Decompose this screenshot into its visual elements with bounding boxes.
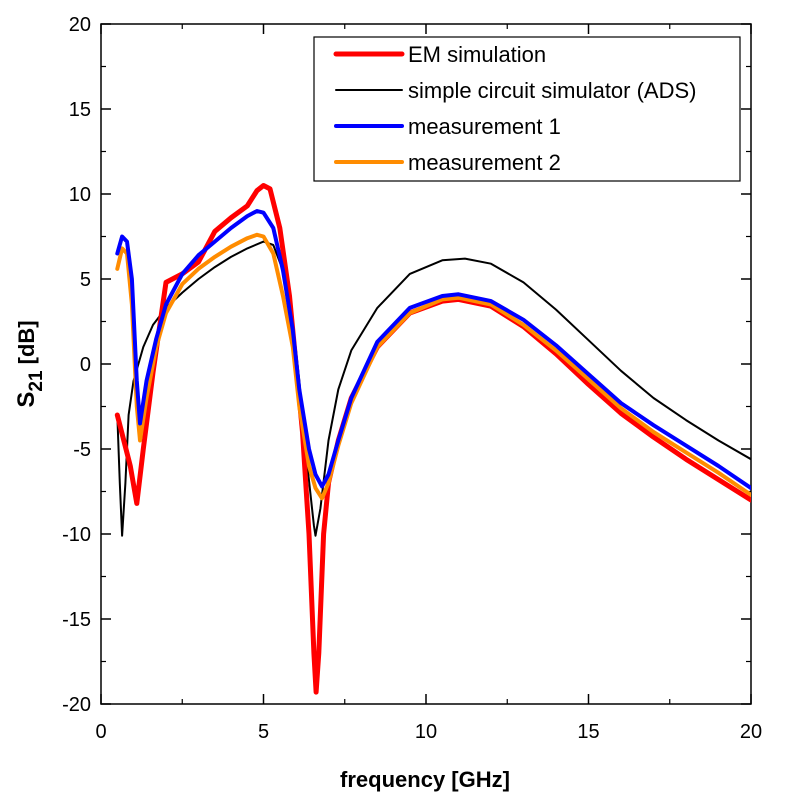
y-tick-label: 0 <box>80 354 91 376</box>
x-tick-label: 20 <box>740 721 762 743</box>
x-axis-ticks <box>100 24 752 704</box>
y-tick-label: 10 <box>69 184 91 206</box>
y-tick-label: -10 <box>62 524 91 546</box>
series-line-ads-simulator <box>116 240 751 537</box>
y-tick-label: -20 <box>62 694 91 716</box>
series-line-measurement-2 <box>115 232 751 501</box>
series-lines <box>114 183 751 695</box>
y-tick-label: -5 <box>73 439 91 461</box>
series-line-em-simulation <box>114 183 751 695</box>
legend-label-em-simulation: EM simulation <box>408 42 546 67</box>
legend: EM simulation simple circuit simulator (A… <box>313 36 741 182</box>
y-tick-label: 20 <box>69 14 91 36</box>
legend-label-measurement-2: measurement 2 <box>408 150 561 175</box>
y-axis-title: S21 [dB] <box>13 320 47 407</box>
legend-box <box>313 36 741 182</box>
y-tick-label: 5 <box>80 269 91 291</box>
y-axis-title-subscript: 21 <box>26 370 47 392</box>
x-tick-label: 0 <box>95 721 106 743</box>
x-axis-title: frequency [GHz] <box>340 767 510 792</box>
y-axis-tick-labels: -20 -15 -10 -5 0 5 10 15 20 <box>62 14 91 716</box>
x-axis-tick-labels: 0 5 10 15 20 <box>95 721 762 743</box>
x-tick-label: 15 <box>577 721 599 743</box>
x-tick-label: 5 <box>258 721 269 743</box>
y-axis-title-main: S <box>13 392 40 408</box>
legend-label-measurement-1: measurement 1 <box>408 114 561 139</box>
series-line-measurement-1 <box>115 209 751 491</box>
x-tick-label: 10 <box>415 721 437 743</box>
legend-label-ads-simulator: simple circuit simulator (ADS) <box>408 78 697 103</box>
y-axis-title-suffix: [dB] <box>14 320 39 370</box>
y-tick-label: -15 <box>62 609 91 631</box>
y-axis-ticks <box>101 23 751 705</box>
y-tick-label: 15 <box>69 99 91 121</box>
